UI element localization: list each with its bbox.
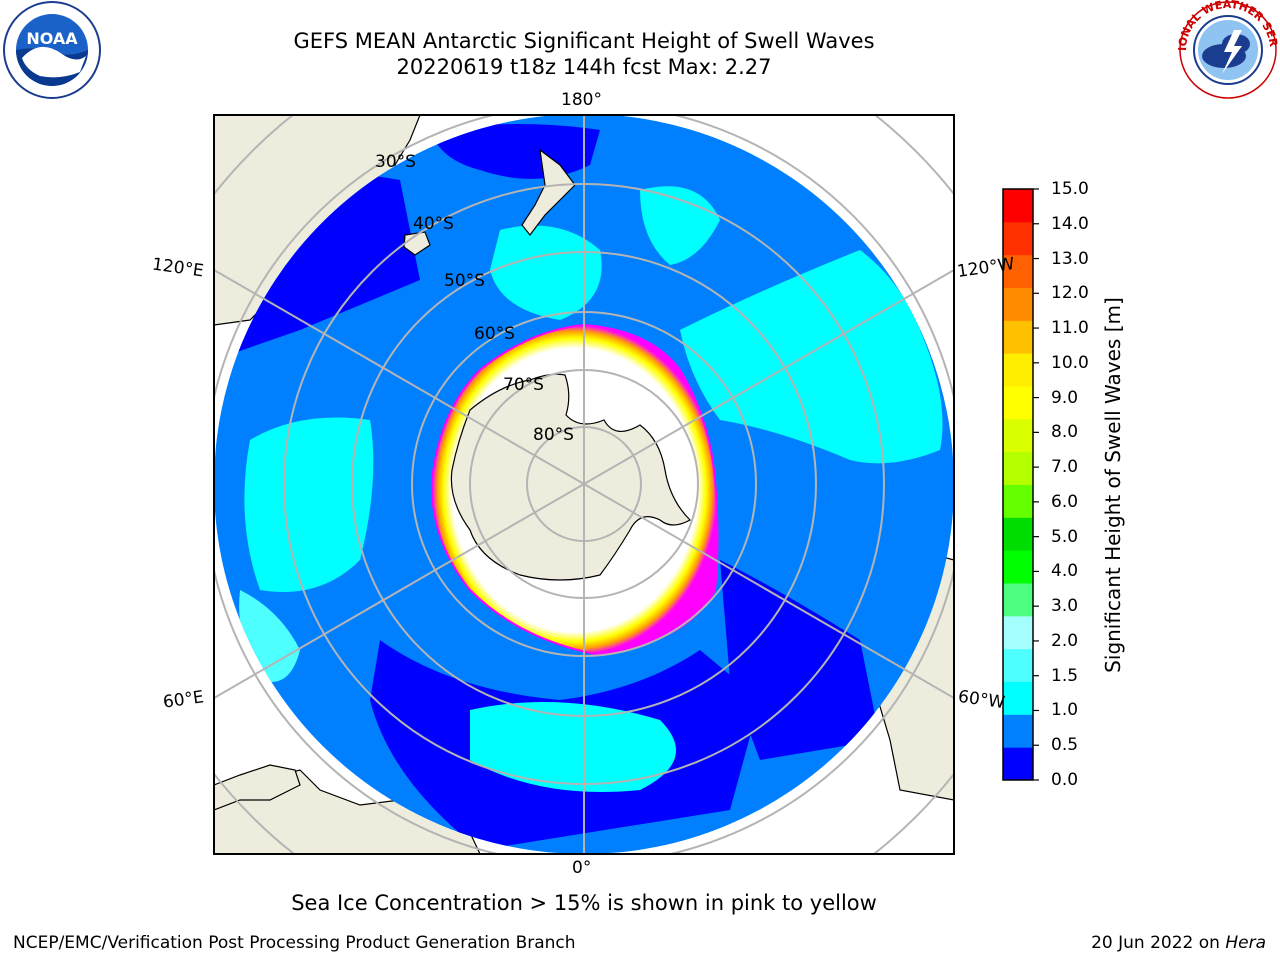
colorbar xyxy=(1003,188,1039,781)
colorbar-segment xyxy=(1003,747,1033,781)
colorbar-tick-label: 1.0 xyxy=(1051,700,1079,721)
colorbar-label: Significant Height of Swell Waves [m] xyxy=(1101,297,1125,673)
colorbar-segment xyxy=(1003,681,1033,715)
colorbar-tick-label: 9.0 xyxy=(1051,387,1079,408)
low-swell-region xyxy=(720,560,880,760)
colorbar-tick-label: 15.0 xyxy=(1051,179,1089,199)
colorbar-tick-label: 12.0 xyxy=(1051,283,1089,304)
credit-text: NCEP/EMC/Verification Post Processing Pr… xyxy=(13,933,576,953)
date-text: 20 Jun 2022 on xyxy=(1091,933,1226,953)
lat-label-50s: 50°S xyxy=(444,271,485,291)
colorbar-segment xyxy=(1003,583,1033,617)
lat-label-60s: 60°S xyxy=(474,324,515,344)
colorbar-tick-label: 4.0 xyxy=(1051,561,1079,582)
colorbar-segment xyxy=(1003,189,1033,223)
host-name: Hera xyxy=(1225,933,1266,953)
colorbar-segment xyxy=(1003,254,1033,288)
colorbar-segment xyxy=(1003,550,1033,584)
colorbar-tick-label: 11.0 xyxy=(1051,318,1089,339)
colorbar-segment xyxy=(1003,615,1033,650)
lat-label-40s: 40°S xyxy=(413,214,454,234)
colorbar-tick-label: 7.0 xyxy=(1051,457,1079,478)
graticule xyxy=(214,115,954,854)
colorbar-tick-label: 0.0 xyxy=(1051,770,1079,790)
colorbar-segment xyxy=(1003,484,1033,518)
colorbar-border xyxy=(1002,188,1034,781)
lat-label-80s: 80°S xyxy=(533,425,574,445)
lat-label-70s: 70°S xyxy=(503,375,544,395)
svg-text:NOAA: NOAA xyxy=(26,29,78,48)
moderate-swell-region xyxy=(640,186,720,265)
moderate-swell-region xyxy=(470,702,676,792)
colorbar-segment xyxy=(1003,221,1033,256)
colorbar-segment xyxy=(1003,714,1033,748)
colorbar-segment xyxy=(1003,451,1033,485)
colorbar-segment xyxy=(1003,517,1033,551)
colorbar-segment xyxy=(1003,353,1033,387)
colorbar-tick-label: 6.0 xyxy=(1051,491,1079,512)
moderate-swell-region xyxy=(680,250,943,464)
colorbar-tick-label: 5.0 xyxy=(1051,526,1079,547)
lon-label-180: 180° xyxy=(561,90,602,110)
date-stamp: 20 Jun 2022 on Hera xyxy=(1091,933,1266,953)
colorbar-segment xyxy=(1003,287,1033,321)
moderate-swell-region xyxy=(244,417,374,592)
colorbar-tick-label: 3.0 xyxy=(1051,596,1079,617)
lon-label-0: 0° xyxy=(572,858,592,878)
moderate-swell-region xyxy=(490,225,602,320)
colorbar-tick-label: 13.0 xyxy=(1051,248,1089,269)
map-border xyxy=(213,114,955,855)
colorbar-segment xyxy=(1003,386,1033,420)
noaa-logo-icon: NOAA xyxy=(3,1,101,99)
lat-label-30s: 30°S xyxy=(375,152,416,172)
colorbar-tick-label: 8.0 xyxy=(1051,422,1079,443)
chart-title: GEFS MEAN Antarctic Significant Height o… xyxy=(293,29,875,53)
colorbar-tick-label: 0.5 xyxy=(1051,735,1079,756)
colorbar-segment xyxy=(1003,320,1033,354)
colorbar-tick-label: 10.0 xyxy=(1051,352,1089,373)
colorbar-tick-label: 2.0 xyxy=(1051,630,1079,651)
colorbar-tick-label: 14.0 xyxy=(1051,213,1089,234)
nws-logo-icon: NATIONAL WEATHER SERVICE xyxy=(1176,0,1280,99)
colorbar-segment xyxy=(1003,648,1033,682)
sea-ice-footnote: Sea Ice Concentration > 15% is shown in … xyxy=(291,891,877,915)
colorbar-tick-label: 1.5 xyxy=(1051,665,1079,686)
colorbar-segment xyxy=(1003,418,1033,453)
chart-subtitle: 20220619 t18z 144h fcst Max: 2.27 xyxy=(396,55,772,79)
new-zealand-land xyxy=(521,148,576,236)
